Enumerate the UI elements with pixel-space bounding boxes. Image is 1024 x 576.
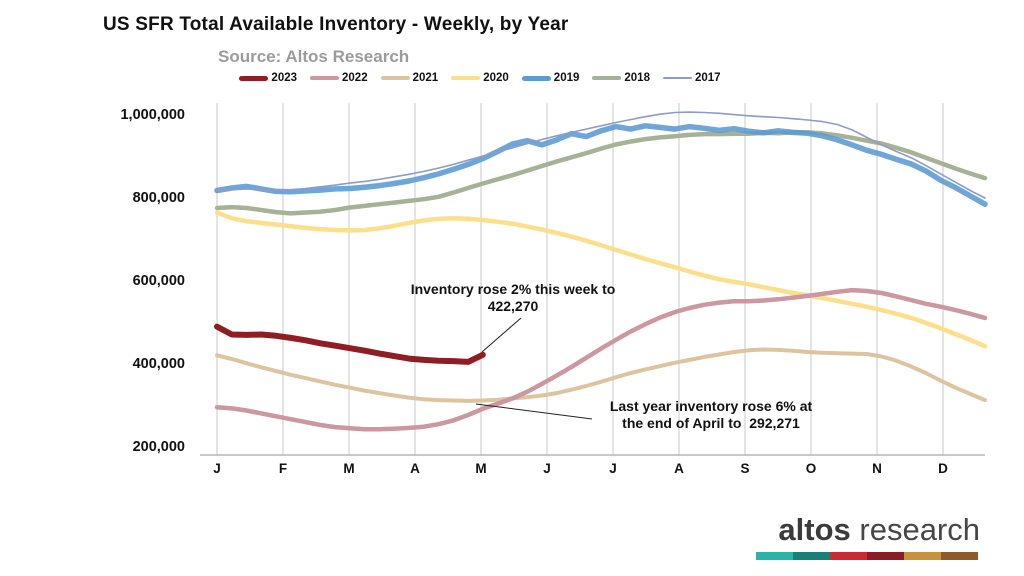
series-line-2018 — [214, 130, 988, 216]
legend-label-2020: 2020 — [483, 72, 509, 84]
legend-item-2017: 2017 — [662, 72, 721, 84]
logo-wordmark: altos research — [756, 512, 980, 548]
annotation-last-year: Last year inventory rose 6% at the end o… — [578, 398, 844, 432]
legend-item-2022: 2022 — [310, 72, 368, 84]
x-tick-9-O: O — [805, 461, 817, 476]
legend-swatch-2022 — [310, 75, 340, 81]
page-title: US SFR Total Available Inventory - Weekl… — [103, 14, 569, 35]
legend-swatch-2021 — [380, 76, 410, 80]
x-tick-7-A: A — [674, 461, 684, 476]
legend-swatch-2019 — [521, 75, 551, 81]
logo-word-altos: altos — [778, 512, 851, 547]
series-line-2022 — [214, 287, 988, 432]
y-tick-1,000,000: 1,000,000 — [120, 107, 185, 123]
annotation-current-value: 422,270 — [487, 298, 539, 314]
legend-item-2020: 2020 — [451, 72, 509, 84]
annotation-current-line1: Inventory rose 2% this week to — [410, 281, 616, 297]
leader-line-last-year — [475, 403, 593, 420]
x-tick-3-A: A — [410, 461, 420, 476]
y-tick-800,000: 800,000 — [132, 190, 185, 206]
y-tick-200,000: 200,000 — [132, 439, 185, 455]
x-tick-8-S: S — [740, 461, 750, 476]
logo-strip-segment-2 — [830, 552, 867, 560]
legend-item-2018: 2018 — [592, 72, 650, 84]
x-tick-2-M: M — [343, 461, 355, 476]
legend-swatch-2018 — [592, 75, 622, 81]
chart-source: Source: Altos Research — [218, 47, 410, 66]
legend-label-2021: 2021 — [412, 72, 439, 84]
y-tick-400,000: 400,000 — [132, 356, 185, 372]
x-tick-11-D: D — [938, 461, 948, 476]
logo-strip-segment-3 — [867, 552, 904, 560]
series-line-2021 — [215, 347, 987, 403]
legend-item-2021: 2021 — [380, 72, 439, 84]
logo-word-research: research — [859, 512, 980, 547]
chart-legend: 2023 2022 2021 2020 2019 2018 2017 — [170, 72, 790, 84]
series-line-2017 — [216, 111, 986, 199]
series-line-2020 — [214, 210, 988, 349]
altos-research-logo: altos research — [756, 512, 980, 560]
logo-strip-segment-0 — [756, 552, 793, 560]
legend-label-2017: 2017 — [694, 72, 721, 84]
x-tick-1-F: F — [278, 461, 288, 476]
logo-strip-segment-5 — [941, 552, 978, 560]
legend-label-2022: 2022 — [342, 72, 368, 84]
series-line-2023 — [214, 323, 486, 365]
legend-swatch-2020 — [451, 75, 481, 81]
y-tick-600,000: 600,000 — [132, 273, 185, 289]
annotation-last-year-line1: Last year inventory rose 6% at — [609, 398, 813, 414]
logo-strip-segment-4 — [904, 552, 941, 560]
logo-strip-segment-1 — [793, 552, 830, 560]
legend-label-2023: 2023 — [271, 72, 298, 84]
x-tick-0-J: J — [213, 461, 221, 476]
legend-item-2019: 2019 — [521, 72, 580, 84]
x-tick-6-J: J — [609, 461, 617, 476]
legend-label-2018: 2018 — [624, 72, 650, 84]
annotation-current-week: Inventory rose 2% this week to 422,270 — [382, 281, 644, 315]
logo-color-strip — [756, 552, 978, 560]
x-tick-4-M: M — [475, 461, 487, 476]
legend-swatch-2023 — [239, 75, 269, 81]
x-tick-10-N: N — [872, 461, 882, 476]
legend-swatch-2017 — [662, 77, 692, 79]
series-line-2019 — [214, 123, 988, 207]
legend-label-2019: 2019 — [553, 72, 580, 84]
legend-item-2023: 2023 — [239, 72, 297, 84]
x-tick-5-J: J — [543, 461, 551, 476]
leader-line-current-week — [481, 317, 522, 353]
annotation-last-year-line2: the end of April to 292,271 — [622, 415, 800, 431]
